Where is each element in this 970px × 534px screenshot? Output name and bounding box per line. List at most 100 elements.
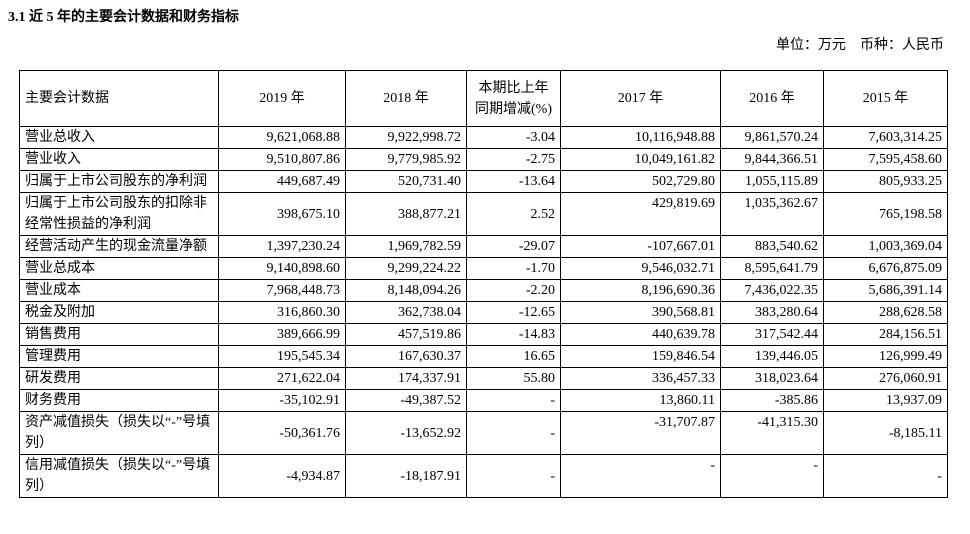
cell: -50,361.76 [218,411,346,455]
cell: 159,846.54 [560,345,721,368]
cell: 318,023.64 [720,367,824,390]
cell: 8,196,690.36 [560,279,721,302]
column-header: 2018 年 [345,70,467,127]
cell: 502,729.80 [560,170,721,193]
cell: 9,861,570.24 [720,126,824,149]
table-row: 归属于上市公司股东的净利润 449,687.49 520,731.40 -13.64 5… [19,170,948,193]
header-row: 主要会计数据 2019 年 2018 年本期比上年同期增减(%) 2017 年 2016… [19,70,948,127]
table-row: 税金及附加 316,860.30 362,738.04 -12.65 390,568.8… [19,301,948,324]
cell: - [466,454,561,498]
cell: 8,595,641.79 [720,257,824,280]
cell: 55.80 [466,367,561,390]
table-row: 资产减值损失（损失以“-”号填列） -50,361.76 -13,652.92- -3… [19,411,948,455]
table-row: 营业总收入 9,621,068.88 9,922,998.72 -3.04 10,116… [19,126,948,149]
row-label: 营业成本 [19,279,219,302]
cell: 5,686,391.14 [823,279,948,302]
cell: 9,510,807.86 [218,148,346,171]
cell: -14.83 [466,323,561,346]
table-row: 管理费用 195,545.34 167,630.37 16.65 159,846.54 1… [19,345,948,368]
table-row: 销售费用 389,666.99 457,519.86 -14.83 440,639.78… [19,323,948,346]
table-row: 营业收入 9,510,807.86 9,779,985.92 -2.75 10,049,… [19,148,948,171]
cell: - [720,454,824,498]
cell: 9,546,032.71 [560,257,721,280]
cell: 9,140,898.60 [218,257,346,280]
cell: 336,457.33 [560,367,721,390]
table-row: 经营活动产生的现金流量净额 1,397,230.24 1,969,782.59 -29… [19,235,948,258]
cell: -13.64 [466,170,561,193]
table-row: 财务费用 -35,102.91 -49,387.52-13,860.11 -385.8… [19,389,948,412]
row-label: 销售费用 [19,323,219,346]
table-row: 归属于上市公司股东的扣除非经常性损益的净利润 398,675.10 388,877.… [19,192,948,236]
cell: -1.70 [466,257,561,280]
cell: 2.52 [466,192,561,236]
cell: -2.20 [466,279,561,302]
table-row: 研发费用 271,622.04 174,337.91 55.80 336,457.33 3… [19,367,948,390]
column-header: 2016 年 [720,70,824,127]
cell: -18,187.91 [345,454,467,498]
column-header: 2019 年 [218,70,346,127]
cell: 1,969,782.59 [345,235,467,258]
cell: 10,116,948.88 [560,126,721,149]
cell: 765,198.58 [823,192,948,236]
cell: -4,934.87 [218,454,346,498]
cell: 9,621,068.88 [218,126,346,149]
cell: 9,779,985.92 [345,148,467,171]
cell: 7,603,314.25 [823,126,948,149]
cell: 13,860.11 [560,389,721,412]
cell: -49,387.52 [345,389,467,412]
cell: 457,519.86 [345,323,467,346]
cell: 174,337.91 [345,367,467,390]
cell: -8,185.11 [823,411,948,455]
row-label: 研发费用 [19,367,219,390]
cell: 1,003,369.04 [823,235,948,258]
cell: -41,315.30 [720,411,824,455]
cell: - [466,411,561,455]
cell: - [823,454,948,498]
cell: 195,545.34 [218,345,346,368]
cell: 805,933.25 [823,170,948,193]
row-label: 归属于上市公司股东的扣除非经常性损益的净利润 [19,192,219,236]
data-table: 主要会计数据 2019 年 2018 年本期比上年同期增减(%) 2017 年 2016… [19,70,948,498]
table-body: 营业总收入 9,621,068.88 9,922,998.72 -3.04 10,116… [19,126,948,498]
unit-note: 单位：万元 币种：人民币 [776,38,944,53]
cell: - [560,454,721,498]
cell: 16.65 [466,345,561,368]
cell: 317,542.44 [720,323,824,346]
row-label: 营业总收入 [19,126,219,149]
row-label: 财务费用 [19,389,219,412]
row-label: 经营活动产生的现金流量净额 [19,235,219,258]
cell: 1,397,230.24 [218,235,346,258]
cell: - [466,389,561,412]
cell: 362,738.04 [345,301,467,324]
cell: 7,968,448.73 [218,279,346,302]
row-label: 管理费用 [19,345,219,368]
cell: 7,436,022.35 [720,279,824,302]
cell: 520,731.40 [345,170,467,193]
cell: 9,922,998.72 [345,126,467,149]
cell: 271,622.04 [218,367,346,390]
row-label: 信用减值损失（损失以“-”号填列） [19,454,219,498]
cell: 284,156.51 [823,323,948,346]
table-row: 营业总成本 9,140,898.60 9,299,224.22 -1.70 9,546,… [19,257,948,280]
cell: 139,446.05 [720,345,824,368]
row-label: 营业收入 [19,148,219,171]
section-title: 3.1 近 5 年的主要会计数据和财务指标 [8,10,239,25]
column-header: 主要会计数据 [19,70,219,127]
cell: 276,060.91 [823,367,948,390]
cell: 288,628.58 [823,301,948,324]
cell: -29.07 [466,235,561,258]
cell: -35,102.91 [218,389,346,412]
cell: 440,639.78 [560,323,721,346]
cell: -385.86 [720,389,824,412]
cell: -12.65 [466,301,561,324]
cell: 429,819.69 [560,192,721,236]
row-label: 资产减值损失（损失以“-”号填列） [19,411,219,455]
row-label: 营业总成本 [19,257,219,280]
cell: 390,568.81 [560,301,721,324]
cell: -3.04 [466,126,561,149]
cell: -107,667.01 [560,235,721,258]
row-label: 归属于上市公司股东的净利润 [19,170,219,193]
cell: 389,666.99 [218,323,346,346]
column-header: 本期比上年同期增减(%) [466,70,561,127]
